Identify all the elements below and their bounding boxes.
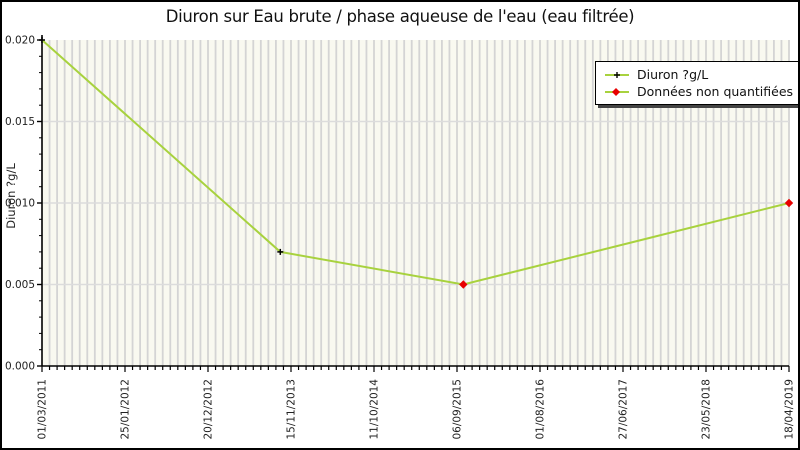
x-tick-label: 20/12/2012 — [203, 379, 215, 440]
chart-title: Diuron sur Eau brute / phase aqueuse de … — [165, 7, 635, 26]
x-tick-label: 18/04/2019 — [784, 379, 796, 440]
data-point-unquantified — [459, 280, 468, 289]
legend-marker-quantified-icon — [604, 69, 630, 81]
x-tick-label: 25/01/2012 — [120, 379, 132, 440]
legend-item-non-quantifiees: Données non quantifiées — [604, 83, 793, 100]
legend-label: Diuron ?g/L — [637, 67, 709, 82]
y-tick-label: 0.015 — [5, 116, 35, 128]
y-tick-label: 0.010 — [5, 198, 35, 210]
data-line — [41, 39, 790, 286]
x-tick-label: 11/10/2014 — [369, 379, 381, 440]
x-tick-label: 06/09/2015 — [452, 379, 464, 440]
y-tick-label: 0.000 — [5, 361, 35, 373]
data-point-unquantified — [784, 198, 794, 208]
legend-box: Diuron ?g/L Données non quantifiées — [595, 61, 800, 105]
x-tick-label: 01/08/2016 — [535, 379, 547, 440]
x-tick-label: 27/06/2017 — [618, 379, 630, 440]
y-tick-label: 0.020 — [5, 35, 35, 47]
y-tick-label: 0.005 — [5, 279, 35, 291]
x-tick-label: 15/11/2013 — [286, 379, 298, 440]
x-tick-label: 23/05/2018 — [701, 379, 713, 440]
legend-label: Données non quantifiées — [637, 84, 794, 99]
legend-marker-unquantified-icon — [604, 86, 630, 98]
x-tick-label: 01/03/2011 — [37, 379, 49, 440]
legend-item-diuron: Diuron ?g/L — [604, 66, 793, 83]
